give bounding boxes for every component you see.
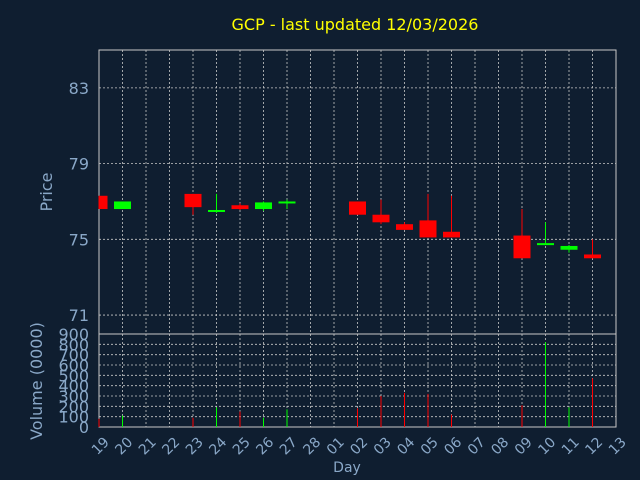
volume-bar-series: [98, 342, 593, 427]
x-tick-label: 07: [465, 434, 489, 458]
x-tick-label: 28: [300, 434, 324, 458]
x-tick-label: 11: [559, 434, 583, 458]
volume-tick-label: 400: [58, 377, 89, 396]
chart-title: GCP - last updated 12/03/2026: [232, 15, 479, 34]
x-axis-label: Day: [333, 460, 361, 476]
x-tick-label: 04: [394, 434, 418, 458]
candle: [208, 193, 225, 213]
candle-body: [372, 214, 390, 223]
candle: [278, 199, 296, 210]
volume-tick-label: 800: [58, 335, 89, 354]
volume-tick-label: 600: [58, 356, 89, 375]
candle: [184, 193, 202, 215]
candle: [419, 193, 437, 238]
volume-tick-label: 200: [58, 397, 89, 416]
candle: [372, 199, 390, 225]
x-tick-label: 06: [441, 434, 465, 458]
x-tick-labels: 19 20 21 22 23 24 25 26 27 28 01 02 03 04 05 06 07 08 09 10…: [89, 434, 630, 458]
x-tick-label: 27: [277, 434, 301, 458]
candle: [349, 201, 366, 215]
x-tick-label: 09: [512, 434, 536, 458]
candle: [396, 222, 413, 230]
volume-axis-label: Volume (0000): [27, 322, 46, 440]
candle-body: [584, 254, 601, 259]
x-tick-label: 13: [606, 434, 630, 458]
candle: [560, 245, 578, 253]
candlestick-series: [98, 193, 601, 259]
x-tick-label: 19: [89, 434, 113, 458]
x-tick-label: 26: [253, 434, 277, 458]
candle-body: [513, 235, 531, 259]
volume-tick-label: 500: [58, 366, 89, 385]
price-y-ticks: 71 75 79 83: [69, 79, 89, 325]
volume-tick-label: 100: [58, 408, 89, 427]
x-tick-label: 01: [324, 434, 348, 458]
candle-body: [184, 193, 202, 208]
candle: [255, 201, 272, 211]
x-tick-label: 22: [159, 434, 183, 458]
volume-tick-label: 700: [58, 346, 89, 365]
candle: [231, 203, 249, 210]
candle: [537, 222, 554, 246]
price-axis-label: Price: [37, 172, 56, 211]
candle: [114, 201, 131, 210]
x-tick-label: 05: [418, 434, 442, 458]
volume-tick-label: 900: [58, 325, 89, 344]
candle: [584, 239, 601, 259]
volume-tick-label: 300: [58, 387, 89, 406]
candle-body: [419, 220, 437, 238]
volume-tick-label: 0: [79, 418, 89, 437]
x-tick-label: 20: [112, 434, 136, 458]
candle-body: [114, 201, 131, 210]
x-tick-label: 10: [535, 434, 559, 458]
x-tick-label: 02: [347, 434, 371, 458]
x-tick-label: 08: [488, 434, 512, 458]
price-tick-label: 75: [69, 230, 89, 249]
price-tick-label: 83: [69, 79, 89, 98]
candle-body: [443, 231, 460, 238]
x-tick-label: 12: [582, 434, 606, 458]
price-grid: [99, 50, 616, 334]
x-tick-label: 21: [136, 434, 160, 458]
candle: [513, 209, 531, 259]
candle-body: [278, 201, 296, 204]
candle: [98, 195, 108, 210]
price-tick-label: 71: [69, 306, 89, 325]
candle-body: [349, 201, 366, 215]
candle-body: [537, 243, 554, 246]
candle-body: [208, 209, 225, 212]
x-tick-label: 23: [183, 434, 207, 458]
price-tick-label: 79: [69, 155, 89, 174]
x-tick-label: 03: [371, 434, 395, 458]
candle-body: [396, 224, 413, 230]
x-tick-label: 24: [206, 434, 230, 458]
x-tick-label: 25: [230, 434, 254, 458]
candle-body: [99, 195, 108, 210]
candle-body: [231, 205, 249, 210]
candle-body: [255, 202, 272, 210]
candle: [443, 195, 460, 238]
candle-body: [560, 245, 578, 250]
